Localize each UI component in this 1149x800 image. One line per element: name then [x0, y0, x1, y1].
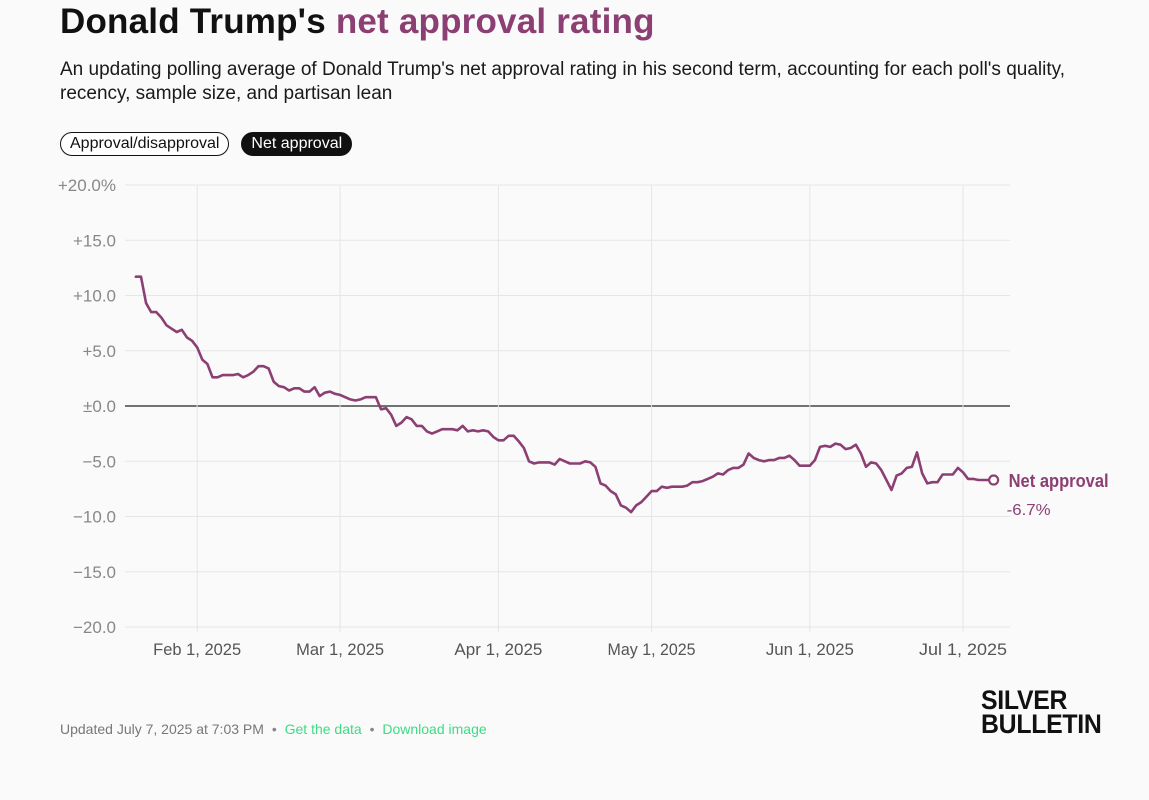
footer-separator: •	[271, 721, 277, 737]
net-approval-series-line	[134, 275, 995, 514]
y-tick-label: ±0.0	[83, 397, 116, 416]
approval-disapproval-toggle[interactable]: Approval/disapproval	[60, 132, 230, 156]
y-tick-label: −10.0	[73, 508, 116, 527]
title-prefix: Donald Trump's	[60, 2, 326, 41]
x-tick-label: May 1, 2025	[608, 640, 696, 659]
chart-title: Donald Trump's net approval rating	[60, 2, 655, 42]
footer-separator: •	[369, 721, 375, 737]
silver-bulletin-logo[interactable]: SILVER BULLETIN	[981, 685, 1112, 739]
series-end-label-name: Net approval	[1009, 471, 1109, 491]
view-toggle-group: Approval/disapproval Net approval	[60, 132, 353, 156]
series-end-label-value: -6.7%	[1007, 502, 1051, 519]
logo-line-2: BULLETIN	[981, 709, 1102, 739]
title-accent: net approval rating	[335, 2, 655, 41]
y-tick-label: −5.0	[82, 452, 116, 471]
y-tick-label: −15.0	[73, 563, 116, 582]
x-tick-label: Apr 1, 2025	[454, 640, 542, 659]
y-tick-label: +20.0%	[58, 176, 116, 195]
x-tick-label: Feb 1, 2025	[153, 640, 241, 659]
net-approval-toggle[interactable]: Net approval	[241, 132, 353, 156]
y-tick-label: −20.0	[73, 618, 116, 637]
y-tick-label: +15.0	[73, 231, 116, 250]
net-approval-chart: +20.0% +15.0 +10.0 +5.0 ±0.0 −5.0 −10.0 −15.0 −2…	[58, 176, 1109, 659]
chart-subtitle: An updating polling average of Donald Tr…	[60, 59, 1065, 104]
x-tick-label: Jun 1, 2025	[766, 640, 854, 659]
series-end-point	[988, 474, 1000, 486]
get-data-link[interactable]: Get the data	[284, 721, 362, 737]
footer: Updated July 7, 2025 at 7:03 PM • Get th…	[60, 721, 487, 737]
y-tick-label: +10.0	[73, 287, 116, 306]
x-tick-label: Mar 1, 2025	[296, 640, 384, 659]
logo-line-1: SILVER	[981, 685, 1068, 715]
x-tick-label: Jul 1, 2025	[919, 640, 1007, 659]
y-tick-label: +5.0	[82, 342, 116, 361]
updated-timestamp: Updated July 7, 2025 at 7:03 PM	[60, 721, 264, 737]
download-image-link[interactable]: Download image	[382, 721, 487, 737]
